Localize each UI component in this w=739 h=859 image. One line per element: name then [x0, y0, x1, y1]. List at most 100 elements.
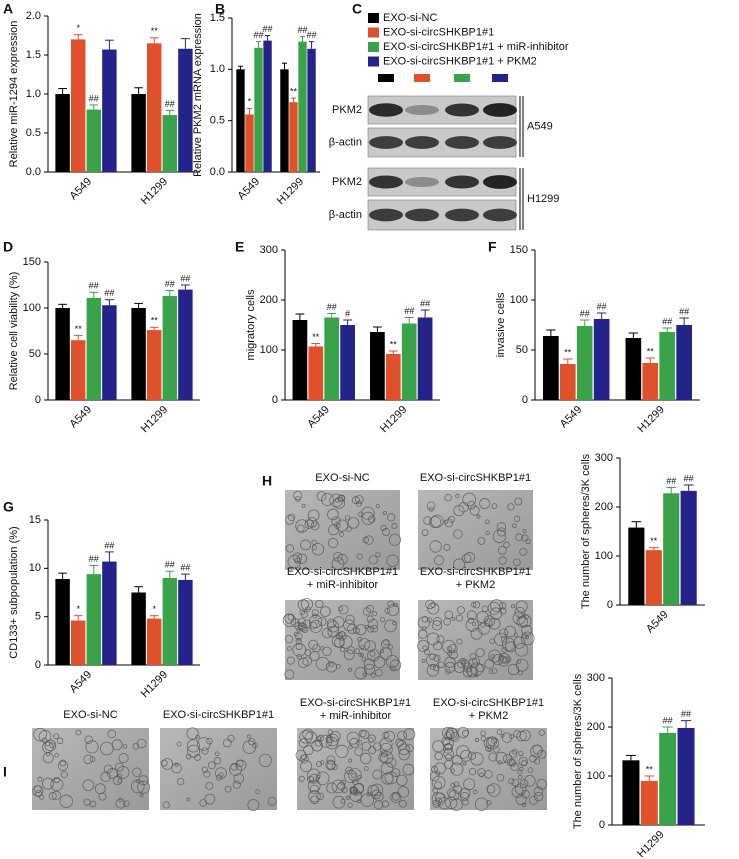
cell-cluster: [466, 610, 477, 621]
cell-cluster: [488, 649, 502, 663]
cell-cluster: [487, 747, 492, 752]
bar: [245, 114, 254, 172]
cell-cluster: [132, 743, 140, 750]
cell-cluster: [351, 496, 360, 505]
cell-cluster: [516, 730, 527, 742]
bar: [676, 325, 692, 400]
cell-cluster: [118, 753, 129, 764]
cell-cluster: [338, 531, 344, 537]
cell-cluster: [299, 754, 309, 764]
cell-cluster: [397, 730, 408, 741]
significance-mark: ##: [165, 560, 175, 570]
cell-cluster: [41, 777, 54, 790]
cell-cluster: [161, 758, 174, 770]
significance-mark: **: [151, 316, 159, 326]
panel-letter: B: [215, 1, 225, 17]
cell-cluster: [320, 606, 331, 617]
cell-cluster: [488, 752, 498, 762]
y-tick-label: 100: [587, 770, 605, 782]
bar: [102, 49, 117, 172]
cell-cluster: [470, 752, 484, 766]
cell-cluster: [484, 658, 495, 669]
cell-cluster: [492, 529, 507, 544]
significance-mark: ##: [104, 288, 114, 298]
cell-cluster: [391, 792, 400, 801]
cell-cluster: [446, 645, 453, 652]
bar: [576, 326, 593, 400]
cell-cluster: [384, 619, 397, 633]
cell-cluster: [386, 757, 397, 768]
cell-cluster: [448, 789, 460, 801]
y-tick-label: 15: [29, 514, 41, 526]
y-tick-label: 300: [595, 452, 613, 464]
cell-cluster: [301, 503, 306, 508]
cell-cluster: [476, 611, 489, 624]
bar: [263, 40, 272, 172]
cell-cluster: [487, 783, 501, 797]
cell-cluster: [459, 657, 467, 665]
cell-cluster: [340, 646, 346, 653]
cell-cluster: [488, 669, 494, 674]
cell-cluster: [367, 649, 380, 662]
cell-cluster: [484, 519, 490, 525]
cell-cluster: [177, 777, 185, 786]
cell-cluster: [316, 761, 323, 768]
cell-cluster: [215, 767, 227, 780]
y-axis-label: Relative miR-1294 expression: [8, 21, 20, 168]
cell-cluster: [325, 735, 334, 743]
blot-band: [483, 175, 517, 189]
cell-cluster: [455, 614, 464, 622]
cell-cluster: [372, 611, 378, 617]
cell-cluster: [429, 516, 442, 529]
cell-cluster: [367, 734, 376, 743]
cell-cluster: [472, 622, 477, 627]
cell-cluster: [444, 759, 454, 770]
cell-cluster: [312, 613, 318, 619]
significance-mark: ##: [662, 316, 672, 326]
cell-cluster: [393, 603, 398, 608]
significance-mark: ##: [254, 30, 264, 40]
cell-cluster: [362, 672, 367, 677]
cell-cluster: [389, 665, 396, 672]
cell-cluster: [517, 774, 523, 780]
cell-cluster: [358, 729, 367, 738]
cell-cluster: [204, 793, 216, 805]
x-tick-label: H1299: [139, 404, 170, 435]
blot-band: [405, 176, 439, 188]
cell-cluster: [381, 528, 390, 537]
cell-cluster: [309, 784, 319, 794]
cell-cluster: [502, 753, 513, 764]
cell-cluster: [530, 744, 543, 758]
cell-cluster: [475, 648, 485, 658]
cell-cluster: [176, 741, 182, 747]
bar: [593, 319, 610, 400]
y-tick-label: 0: [35, 394, 41, 406]
cell-cluster: [361, 506, 375, 520]
cell-cluster: [303, 744, 314, 756]
cell-cluster: [504, 625, 516, 638]
cell-cluster: [311, 609, 319, 617]
cell-cluster: [434, 751, 443, 761]
y-axis-label: CD133+ subpopulation (%): [8, 526, 20, 658]
cell-cluster: [462, 667, 473, 678]
cell-cluster: [32, 785, 44, 797]
cell-cluster: [286, 656, 295, 665]
cell-cluster: [98, 792, 107, 801]
blot-band: [483, 136, 517, 149]
bar: [162, 578, 178, 665]
micrograph: [418, 490, 533, 570]
blot-band: [445, 175, 479, 189]
cell-cluster: [334, 522, 341, 529]
cell-cluster: [386, 554, 399, 567]
cell-cluster: [496, 773, 505, 782]
cell-cluster: [443, 543, 451, 551]
bar: [659, 732, 677, 825]
legend-swatch: [368, 42, 379, 52]
panel-letter: E: [235, 239, 244, 255]
cell-cluster: [232, 780, 241, 789]
x-tick-label: A549: [558, 404, 585, 431]
cell-cluster: [186, 739, 200, 753]
y-tick-label: 0: [599, 819, 605, 831]
y-tick-label: 0: [522, 394, 528, 406]
